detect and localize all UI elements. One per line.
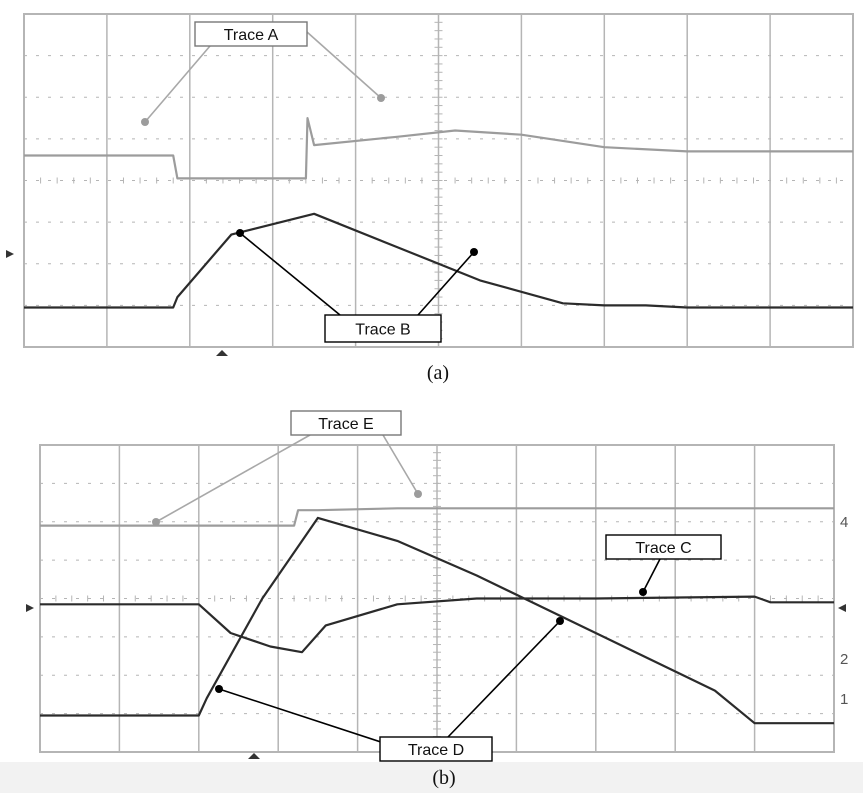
leader-line-trace-c <box>642 558 661 593</box>
trace-trace-b <box>24 212 853 309</box>
leader-line-trace-a <box>306 31 382 99</box>
callout-label-trace-c: Trace C <box>635 540 691 557</box>
channel-label: 4 <box>840 514 848 531</box>
callout-label-trace-e: Trace E <box>318 416 373 433</box>
level-marker-left-b <box>26 604 34 612</box>
callout-dot-trace-b <box>470 248 478 256</box>
leader-line-trace-b <box>239 232 341 316</box>
callout-label-trace-a: Trace A <box>224 27 279 44</box>
caption-b: (b) <box>432 767 455 789</box>
scope-panel-a <box>23 13 854 348</box>
trace-trace-e <box>40 507 834 527</box>
callout-dot-trace-a <box>377 94 385 102</box>
trace-trace-a <box>24 116 853 180</box>
callout-dot-trace-e <box>152 518 160 526</box>
leader-line-trace-e <box>382 434 419 495</box>
callout-layer: Trace A Trace B Trace E Trace C Trace D <box>141 21 722 762</box>
callout-label-trace-d: Trace D <box>408 742 464 759</box>
leader-line-trace-a <box>144 45 211 123</box>
callout-dot-trace-d <box>215 685 223 693</box>
trace-trace-c <box>40 595 834 654</box>
leader-line-trace-d <box>218 688 391 746</box>
callout-dot-trace-c <box>639 588 647 596</box>
level-marker-left-a <box>6 250 14 258</box>
trigger-marker-a <box>216 350 228 356</box>
callout-box-trace-a <box>194 21 308 47</box>
trigger-marker-b <box>248 753 260 759</box>
channel-label: 2 <box>840 651 848 668</box>
scope-panel-b: 4 2 1 <box>39 444 848 753</box>
channel-label: 1 <box>840 691 848 708</box>
callout-box-trace-e <box>290 410 402 436</box>
callout-dot-trace-a <box>141 118 149 126</box>
level-marker-right-b <box>838 604 846 612</box>
bottom-band <box>0 762 863 793</box>
callout-dot-trace-b <box>236 229 244 237</box>
leader-line-trace-d <box>447 620 561 738</box>
trace-trace-d <box>40 516 834 725</box>
callout-box-trace-d <box>379 736 493 762</box>
callout-dot-trace-e <box>414 490 422 498</box>
callout-dot-trace-d <box>556 617 564 625</box>
callout-box-trace-b <box>324 314 442 343</box>
leader-line-trace-e <box>155 434 311 523</box>
caption-a: (a) <box>427 362 449 384</box>
callout-box-trace-c <box>605 534 722 560</box>
callout-label-trace-b: Trace B <box>355 322 410 339</box>
leader-line-trace-b <box>417 251 475 316</box>
